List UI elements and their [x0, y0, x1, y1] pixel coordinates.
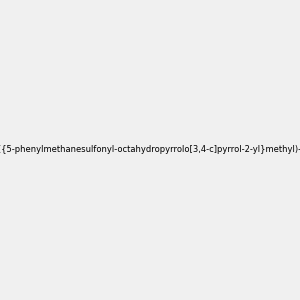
Text: 5-methyl-4-({5-phenylmethanesulfonyl-octahydropyrrolo[3,4-c]pyrrol-2-yl}methyl)-: 5-methyl-4-({5-phenylmethanesulfonyl-oct…	[0, 146, 300, 154]
